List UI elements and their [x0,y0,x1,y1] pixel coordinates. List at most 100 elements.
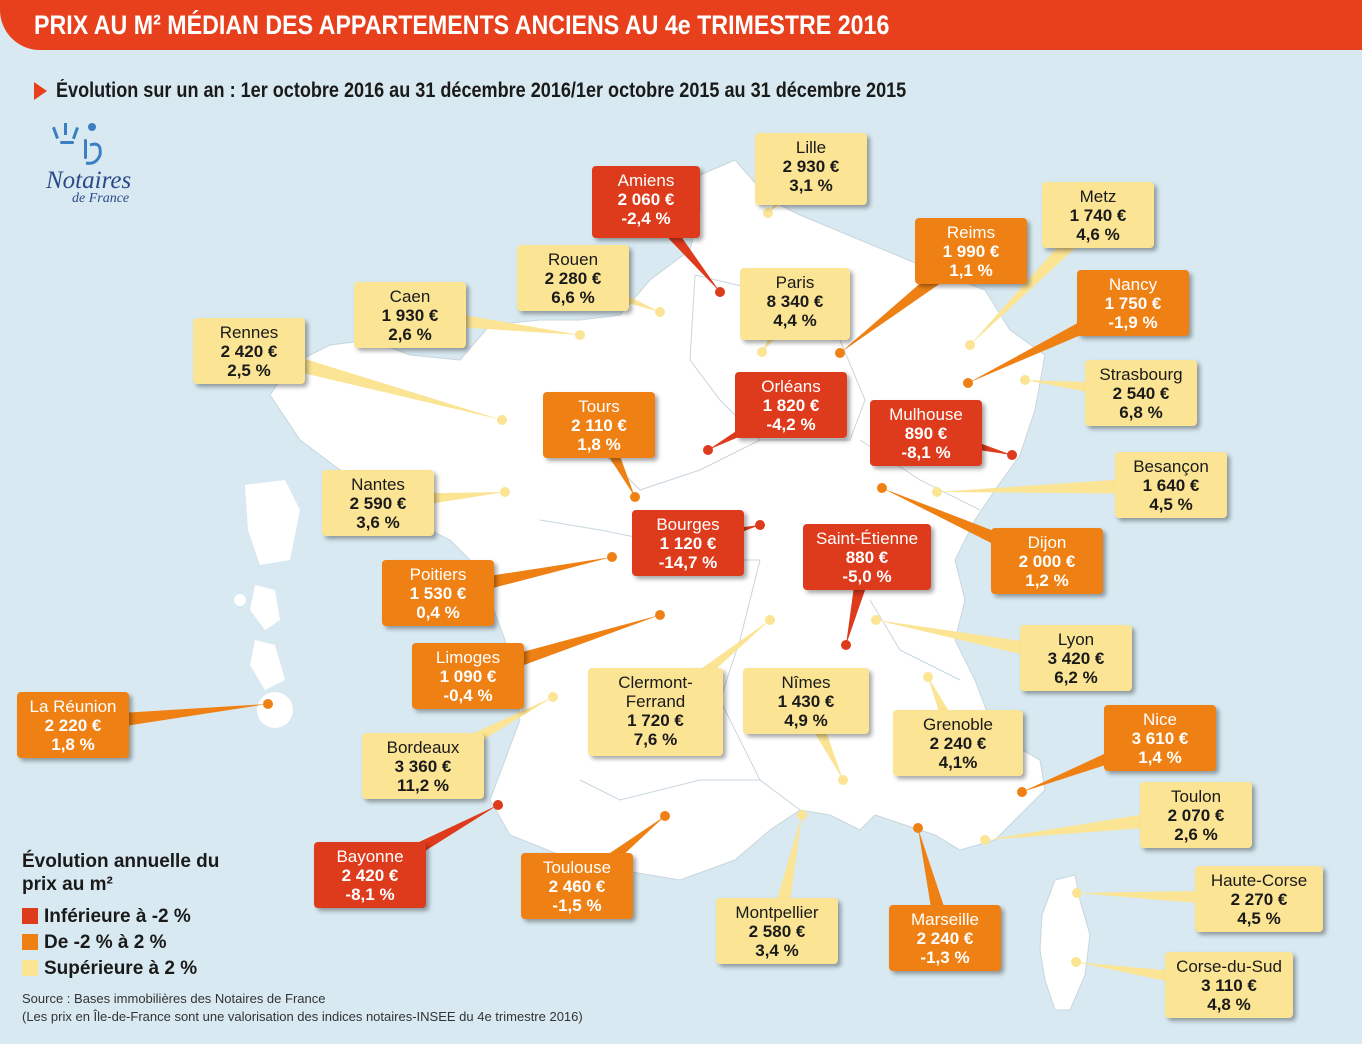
city-dot-orleans [703,445,713,455]
city-callout-paris: Paris 8 340 €4,4 % [740,268,850,340]
city-change: 2,6 % [388,325,432,344]
city-price: 890 € [904,424,948,443]
city-dot-strasbourg [1020,375,1030,385]
city-dot-lyon [871,615,881,625]
city-change: -8,1 % [901,443,951,462]
legend-item-orange: De -2 % à 2 % [22,932,167,954]
legend-swatch-orange [22,934,38,950]
city-name: Nîmes [781,673,831,692]
city-price: 2 070 € [1167,806,1225,825]
legend-title: Évolution annuelle du prix au m² [22,851,220,895]
logo-sub: de France [72,191,130,206]
city-change: 4,4 % [773,311,817,330]
city-change: 0,4 % [416,603,460,622]
city-dot-corsesud [1071,957,1081,967]
city-dot-saintetienne [841,640,851,650]
city-callout-marseille: Marseille 2 240 € -1,3 % [889,905,1001,971]
city-dot-poitiers [607,552,617,562]
city-price: 1 930 € [381,306,439,325]
island-martinique [250,585,280,630]
city-dot-montpellier [797,810,807,820]
city-name: Corse-du-Sud [1176,957,1282,976]
city-callout-nancy: Nancy 1 750 € -1,9 % [1077,270,1189,336]
legend-label-orange: De -2 % à 2 % [44,932,167,953]
city-callout-montpellier: Montpellier 2 580 €3,4 % [716,898,838,964]
city-name: Saint-Étienne [815,529,919,548]
city-callout-reunion: La Réunion 2 220 €1,8 % [17,692,129,758]
legend-label-yellow: Supérieure à 2 % [44,958,198,979]
city-change: -1,9 % [1108,313,1158,332]
city-name: Amiens [617,171,675,190]
city-dot-amiens [715,287,725,297]
city-change: 4,5 % [1149,495,1193,514]
city-price: 2 540 € [1112,384,1170,403]
island-guadeloupe [245,480,300,565]
subtitle-arrow-icon [34,82,47,100]
city-callout-caen: Caen 1 930 €2,6 % [354,282,466,348]
city-dot-nice [1017,787,1027,797]
city-dot-clermont [765,615,775,625]
legend-label-red: Inférieure à -2 % [44,906,191,927]
city-callout-bayonne: Bayonne 2 420 € -8,1 % [314,842,426,908]
city-name: Haute-Corse [1210,871,1308,890]
city-dot-bayonne [493,800,503,810]
city-change: -5,0 % [842,567,892,586]
city-price: 3 360 € [394,757,452,776]
city-callout-nice: Nice 3 610 €1,4 % [1104,705,1216,771]
city-price: 2 590 € [349,494,407,513]
city-price: 880 € [845,548,889,567]
city-dot-nantes [500,487,510,497]
city-dot-reunion [263,699,273,709]
city-price: 2 000 € [1018,552,1076,571]
page-subtitle: Évolution sur un an : 1er octobre 2016 a… [56,79,907,102]
city-dot-toulouse [660,811,670,821]
city-price: 1 990 € [942,242,1000,261]
city-price: 2 420 € [341,866,399,885]
island-guyane [250,640,285,690]
city-change: 11,2 % [397,776,449,795]
city-price: 2 240 € [916,929,974,948]
city-name: Tours [578,397,620,416]
source-line-2: (Les prix en Île-de-France sont une valo… [22,1009,583,1024]
city-price: 1 120 € [659,534,717,553]
city-price: 1 640 € [1142,476,1200,495]
page-title: PRIX AU M² MÉDIAN DES APPARTEMENTS ANCIE… [34,10,890,40]
city-change: 7,6 % [633,730,678,749]
city-name: Poitiers [409,565,467,584]
city-change: 1,1 % [949,261,993,280]
city-change: 1,2 % [1025,571,1069,590]
city-callout-besancon: Besançon 1 640 €4,5 % [1115,452,1227,518]
source-note: Source : Bases immobilières des Notaires… [22,990,583,1026]
callout-pointer-rennes [246,342,502,420]
city-name: Reims [946,223,996,242]
city-name: Montpellier [735,903,819,922]
city-dot-dijon [877,483,887,493]
city-dot-grenoble [923,672,933,682]
city-price: 1 530 € [409,584,467,603]
city-dot-tours [630,492,640,502]
city-price: 2 460 € [548,877,606,896]
city-callout-lille: Lille 2 930 €3,1 % [755,133,867,205]
city-dot-nancy [963,378,973,388]
city-dot-caen [575,330,585,340]
city-price: 2 270 € [1230,890,1288,909]
legend-swatch-red [22,908,38,924]
city-name: Caen [389,287,431,306]
city-price: 1 430 € [777,692,835,711]
city-change: 3,1 % [789,176,833,195]
city-callout-rennes: Rennes 2 420 €2,5 % [193,318,305,384]
city-price: 1 820 € [762,396,820,415]
city-name: Nancy [1108,275,1158,294]
city-dot-nimes [838,775,848,785]
city-name: Bourges [656,515,720,534]
city-name: Orléans [761,377,821,396]
city-dot-rouen [655,307,665,317]
city-callout-bordeaux: Bordeaux 3 360 €11,2 % [362,733,484,799]
city-change: 4,5 % [1237,909,1281,928]
city-name: Rennes [219,323,279,342]
city-callout-hautecorse: Haute-Corse 2 270 €4,5 % [1195,866,1323,932]
city-name: Marseille [910,910,980,929]
city-name: Bordeaux [386,738,460,757]
city-callout-grenoble: Grenoble 2 240 €4,1% [893,710,1023,776]
city-price: 2 240 € [929,734,987,753]
